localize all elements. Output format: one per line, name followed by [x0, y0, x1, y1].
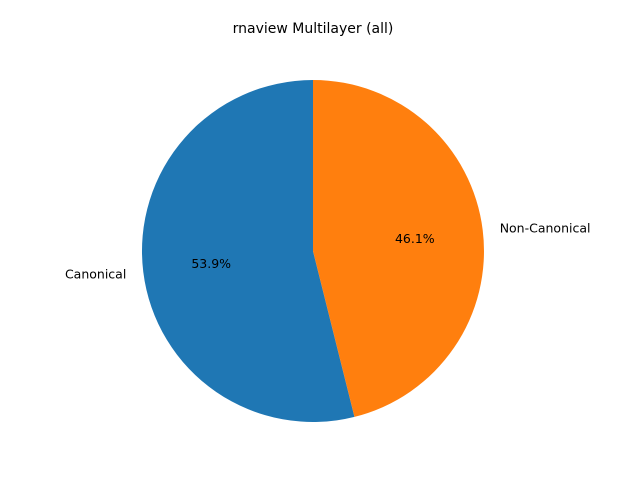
pie-slices	[141, 80, 484, 423]
chart-title: rnaview Multilayer (all)	[233, 21, 394, 37]
pie-slice-canonical	[141, 80, 355, 423]
pie-slice-non-canonical	[313, 80, 484, 417]
pie-labels: Canonical 53.9% Non-Canonical 46.1%	[65, 221, 591, 282]
slice-percent-canonical: 53.9%	[191, 256, 231, 271]
slice-label-non-canonical: Non-Canonical	[500, 221, 591, 236]
slice-label-canonical: Canonical	[65, 267, 126, 282]
slice-percent-non-canonical: 46.1%	[395, 231, 435, 246]
